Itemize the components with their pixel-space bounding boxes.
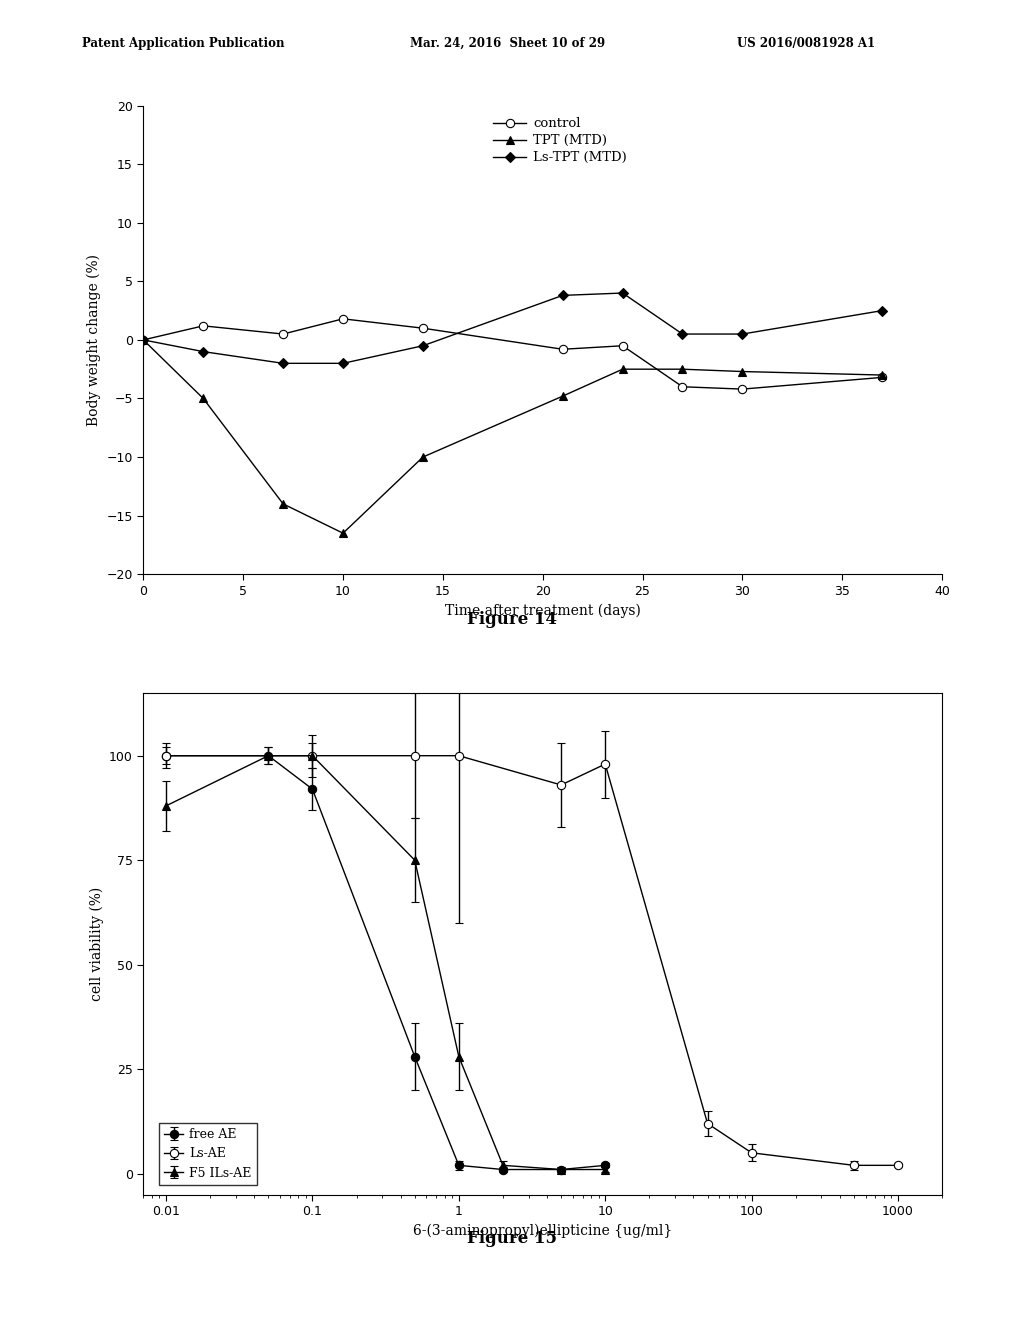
Ls-TPT (MTD) — [197, 343, 210, 359]
Y-axis label: cell viability (%): cell viability (%) — [89, 887, 103, 1001]
Ls-TPT (MTD) — [276, 355, 290, 371]
X-axis label: 6-(3-aminopropyl)ellipticine {ug/ml}: 6-(3-aminopropyl)ellipticine {ug/ml} — [413, 1224, 673, 1238]
control — [197, 318, 210, 334]
control — [616, 338, 629, 354]
TPT (MTD) — [616, 362, 629, 378]
control — [417, 321, 429, 337]
Y-axis label: Body weight change (%): Body weight change (%) — [87, 253, 101, 426]
TPT (MTD) — [137, 333, 150, 348]
control — [337, 312, 349, 327]
TPT (MTD) — [276, 496, 290, 512]
TPT (MTD) — [417, 449, 429, 465]
control — [276, 326, 290, 342]
TPT (MTD) — [677, 362, 689, 378]
Ls-TPT (MTD) — [616, 285, 629, 301]
Legend: free AE, Ls-AE, F5 ILs-AE: free AE, Ls-AE, F5 ILs-AE — [160, 1123, 257, 1184]
X-axis label: Time after treatment (days): Time after treatment (days) — [444, 603, 641, 618]
Text: Figure 15: Figure 15 — [467, 1230, 557, 1247]
TPT (MTD) — [736, 363, 749, 379]
Text: US 2016/0081928 A1: US 2016/0081928 A1 — [737, 37, 876, 50]
control — [677, 379, 689, 395]
Ls-TPT (MTD) — [557, 288, 569, 304]
Ls-TPT (MTD) — [417, 338, 429, 354]
TPT (MTD) — [877, 367, 889, 383]
TPT (MTD) — [557, 388, 569, 404]
Ls-TPT (MTD) — [736, 326, 749, 342]
Ls-TPT (MTD) — [677, 326, 689, 342]
TPT (MTD) — [337, 525, 349, 541]
control — [736, 381, 749, 397]
Text: Figure 14: Figure 14 — [467, 611, 557, 628]
Text: Mar. 24, 2016  Sheet 10 of 29: Mar. 24, 2016 Sheet 10 of 29 — [410, 37, 605, 50]
Text: Patent Application Publication: Patent Application Publication — [82, 37, 285, 50]
control — [137, 333, 150, 348]
Line: TPT (MTD): TPT (MTD) — [139, 335, 887, 537]
control — [877, 370, 889, 385]
Line: control: control — [139, 314, 887, 393]
Line: Ls-TPT (MTD): Ls-TPT (MTD) — [140, 289, 886, 367]
TPT (MTD) — [197, 391, 210, 407]
Ls-TPT (MTD) — [337, 355, 349, 371]
Ls-TPT (MTD) — [877, 302, 889, 318]
Ls-TPT (MTD) — [137, 333, 150, 348]
Legend: control, TPT (MTD), Ls-TPT (MTD): control, TPT (MTD), Ls-TPT (MTD) — [488, 112, 632, 170]
control — [557, 342, 569, 358]
